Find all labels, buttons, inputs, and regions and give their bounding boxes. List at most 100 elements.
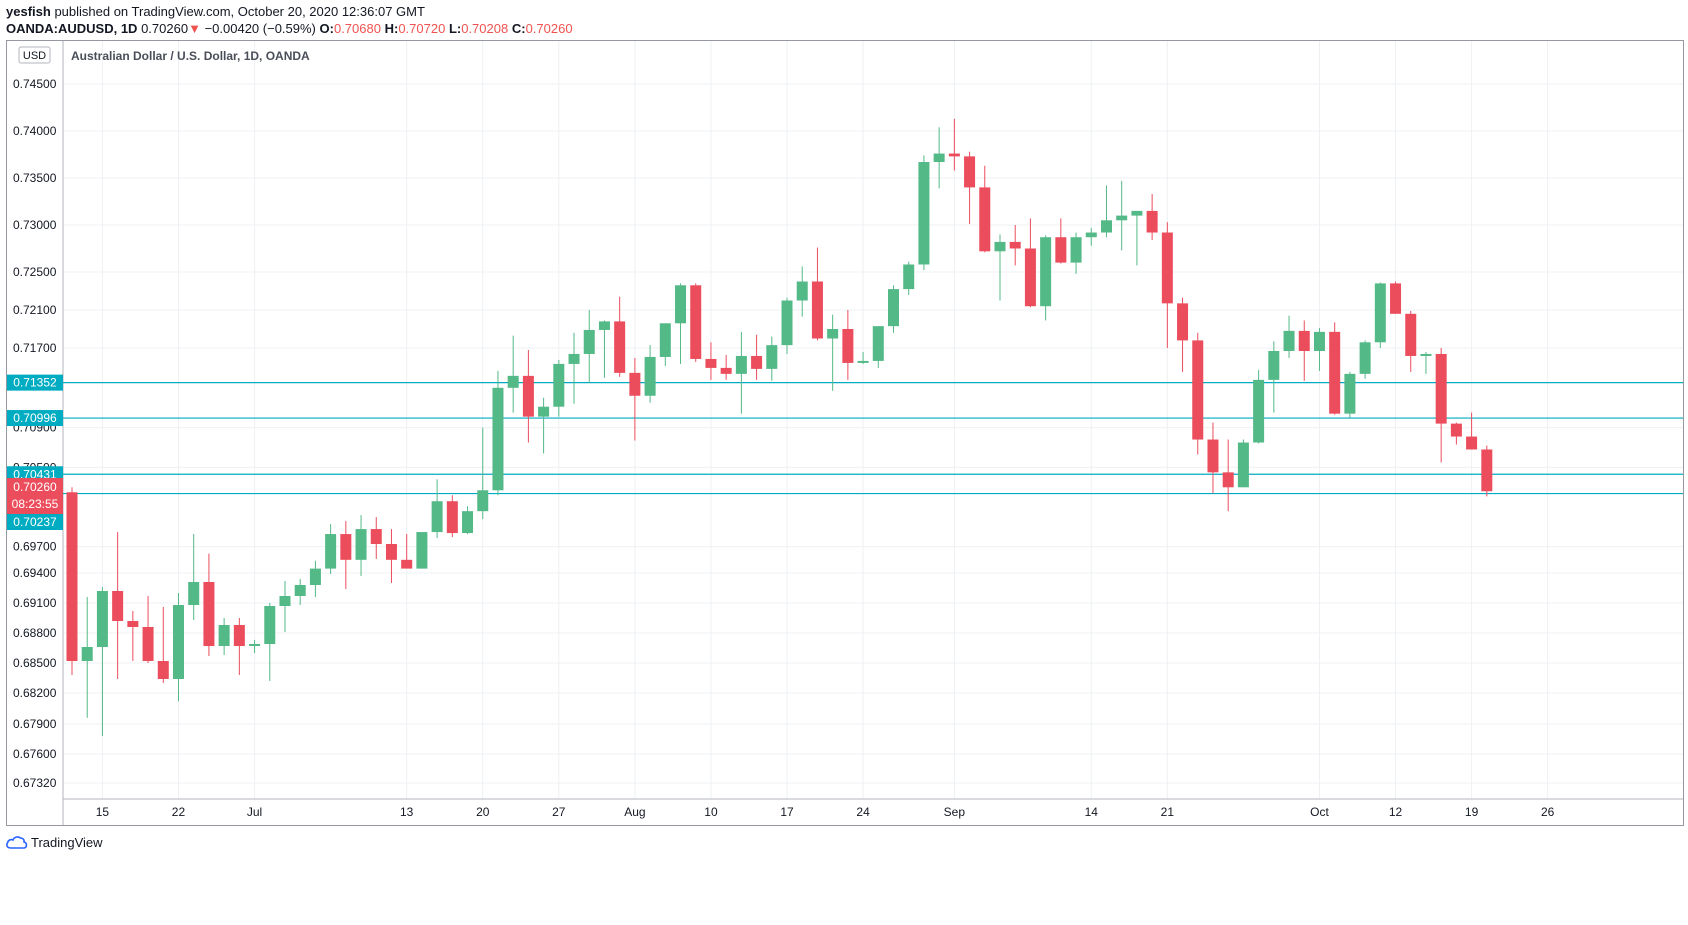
candle-body[interactable] — [325, 534, 337, 569]
candle-body[interactable] — [948, 153, 960, 157]
candle-body[interactable] — [675, 285, 687, 324]
candle-body[interactable] — [233, 625, 245, 646]
candle-body[interactable] — [264, 606, 276, 644]
candle-body[interactable] — [1177, 303, 1189, 341]
candle-body[interactable] — [112, 591, 124, 621]
candle-body[interactable] — [629, 372, 641, 396]
candle-body[interactable] — [1131, 210, 1143, 216]
candle-body[interactable] — [1313, 331, 1325, 351]
candle-body[interactable] — [127, 621, 139, 627]
candle-body[interactable] — [918, 162, 930, 265]
candle-body[interactable] — [1344, 373, 1356, 414]
candle-body[interactable] — [994, 241, 1006, 252]
candle-body[interactable] — [903, 264, 915, 290]
candle-body[interactable] — [659, 323, 671, 357]
candle-body[interactable] — [1253, 379, 1265, 443]
candle-body[interactable] — [583, 329, 595, 354]
candle-body[interactable] — [401, 559, 413, 569]
candle-body[interactable] — [690, 285, 702, 359]
candle-body[interactable] — [1222, 472, 1234, 488]
candle-body[interactable] — [1207, 439, 1219, 473]
candle-body[interactable] — [446, 501, 458, 534]
x-tick-label: Oct — [1310, 805, 1329, 819]
candle-body[interactable] — [827, 329, 839, 339]
candle-body[interactable] — [1070, 237, 1082, 263]
last-value: 0.70260 — [141, 21, 189, 36]
candle-body[interactable] — [66, 492, 78, 661]
candle-body[interactable] — [1040, 237, 1052, 307]
candle-body[interactable] — [1283, 330, 1295, 351]
candle-body[interactable] — [720, 367, 732, 374]
candle-body[interactable] — [888, 289, 900, 327]
candle-body[interactable] — [1146, 210, 1158, 233]
candle-body[interactable] — [598, 321, 610, 330]
candle-body[interactable] — [355, 529, 367, 560]
candle-body[interactable] — [842, 329, 854, 363]
candle-body[interactable] — [1481, 449, 1493, 492]
candle-body[interactable] — [203, 582, 215, 646]
candle-body[interactable] — [1100, 220, 1112, 233]
candle-body[interactable] — [416, 532, 428, 569]
candle-body[interactable] — [644, 356, 656, 396]
candle-body[interactable] — [370, 529, 382, 544]
candle-body[interactable] — [614, 321, 626, 373]
candle-body[interactable] — [1055, 237, 1067, 263]
y-tick-label: 0.68500 — [13, 656, 57, 670]
candle-body[interactable] — [279, 596, 291, 606]
candle-body[interactable] — [1420, 353, 1432, 356]
candle-body[interactable] — [1298, 330, 1310, 351]
candle-body[interactable] — [1359, 342, 1371, 374]
candle-body[interactable] — [431, 501, 443, 533]
candle-body[interactable] — [522, 375, 534, 417]
candle-body[interactable] — [309, 568, 321, 585]
candle-body[interactable] — [1268, 350, 1280, 380]
candle-body[interactable] — [81, 647, 93, 661]
chart-panel[interactable]: 0.74500 0.74000 0.73500 0.73000 0.72500 0.721… — [6, 40, 1684, 826]
candle-body[interactable] — [218, 625, 230, 646]
candle-body[interactable] — [172, 605, 184, 679]
candle-body[interactable] — [1161, 232, 1173, 304]
candle-body[interactable] — [462, 511, 474, 534]
candle-body[interactable] — [1329, 331, 1341, 414]
candle-body[interactable] — [477, 490, 489, 512]
candle-body[interactable] — [857, 360, 869, 363]
candle-body[interactable] — [811, 281, 823, 339]
candle-body[interactable] — [1116, 215, 1128, 221]
candle-body[interactable] — [96, 591, 108, 647]
candle-body[interactable] — [933, 153, 945, 163]
candle-body[interactable] — [1435, 353, 1447, 424]
candle-body[interactable] — [1390, 283, 1402, 314]
candle-body[interactable] — [872, 326, 884, 361]
candle-body[interactable] — [188, 582, 200, 605]
candle-body[interactable] — [157, 661, 169, 679]
candle-body[interactable] — [294, 585, 306, 596]
candle-body[interactable] — [1450, 423, 1462, 437]
currency-badge[interactable] — [18, 46, 51, 64]
candle-body[interactable] — [385, 544, 397, 560]
candle-body[interactable] — [964, 156, 976, 188]
candle-body[interactable] — [553, 363, 565, 407]
candle-body[interactable] — [1085, 232, 1097, 238]
candle-body[interactable] — [538, 406, 550, 417]
candle-body[interactable] — [979, 187, 991, 252]
candle-body[interactable] — [1374, 283, 1386, 343]
candle-body[interactable] — [1405, 313, 1417, 356]
candle-body[interactable] — [751, 355, 763, 369]
candle-body[interactable] — [142, 627, 154, 661]
candle-body[interactable] — [1009, 241, 1021, 249]
candle-body[interactable] — [507, 375, 519, 388]
candle-body[interactable] — [568, 353, 580, 364]
candle-body[interactable] — [249, 644, 261, 646]
candle-body[interactable] — [1466, 436, 1478, 450]
candle-body[interactable] — [796, 281, 808, 301]
candle-body[interactable] — [766, 345, 778, 369]
candle-body[interactable] — [781, 300, 793, 346]
candle-body[interactable] — [705, 358, 717, 368]
candle-body[interactable] — [735, 355, 747, 374]
candle-body[interactable] — [1024, 248, 1036, 307]
candle-body[interactable] — [340, 534, 352, 560]
candle-body[interactable] — [492, 387, 504, 491]
candlestick-chart[interactable]: 0.74500 0.74000 0.73500 0.73000 0.72500 0.721… — [7, 41, 1683, 825]
candle-body[interactable] — [1237, 442, 1249, 488]
candle-body[interactable] — [1192, 340, 1204, 440]
